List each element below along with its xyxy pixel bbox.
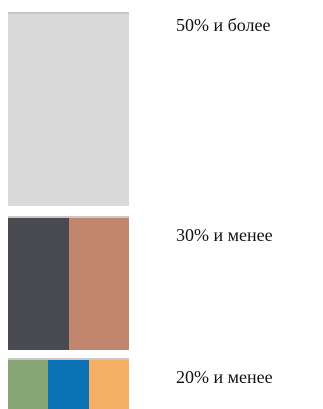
tier-top-swatch-block <box>8 12 129 206</box>
tier-bottom-swatch-block <box>8 358 129 409</box>
color-swatch-1 <box>8 14 129 206</box>
color-swatch-1 <box>8 218 69 350</box>
color-swatch-1 <box>8 360 49 409</box>
color-swatch-2 <box>68 218 129 350</box>
color-swatch-2 <box>48 360 89 409</box>
color-swatch-3 <box>88 360 129 409</box>
tier-middle-label: 30% и менее <box>176 225 273 245</box>
tier-bottom-label: 20% и менее <box>176 367 273 387</box>
tier-top-label: 50% и более <box>176 15 271 35</box>
tier-middle-swatch-block <box>8 216 129 350</box>
